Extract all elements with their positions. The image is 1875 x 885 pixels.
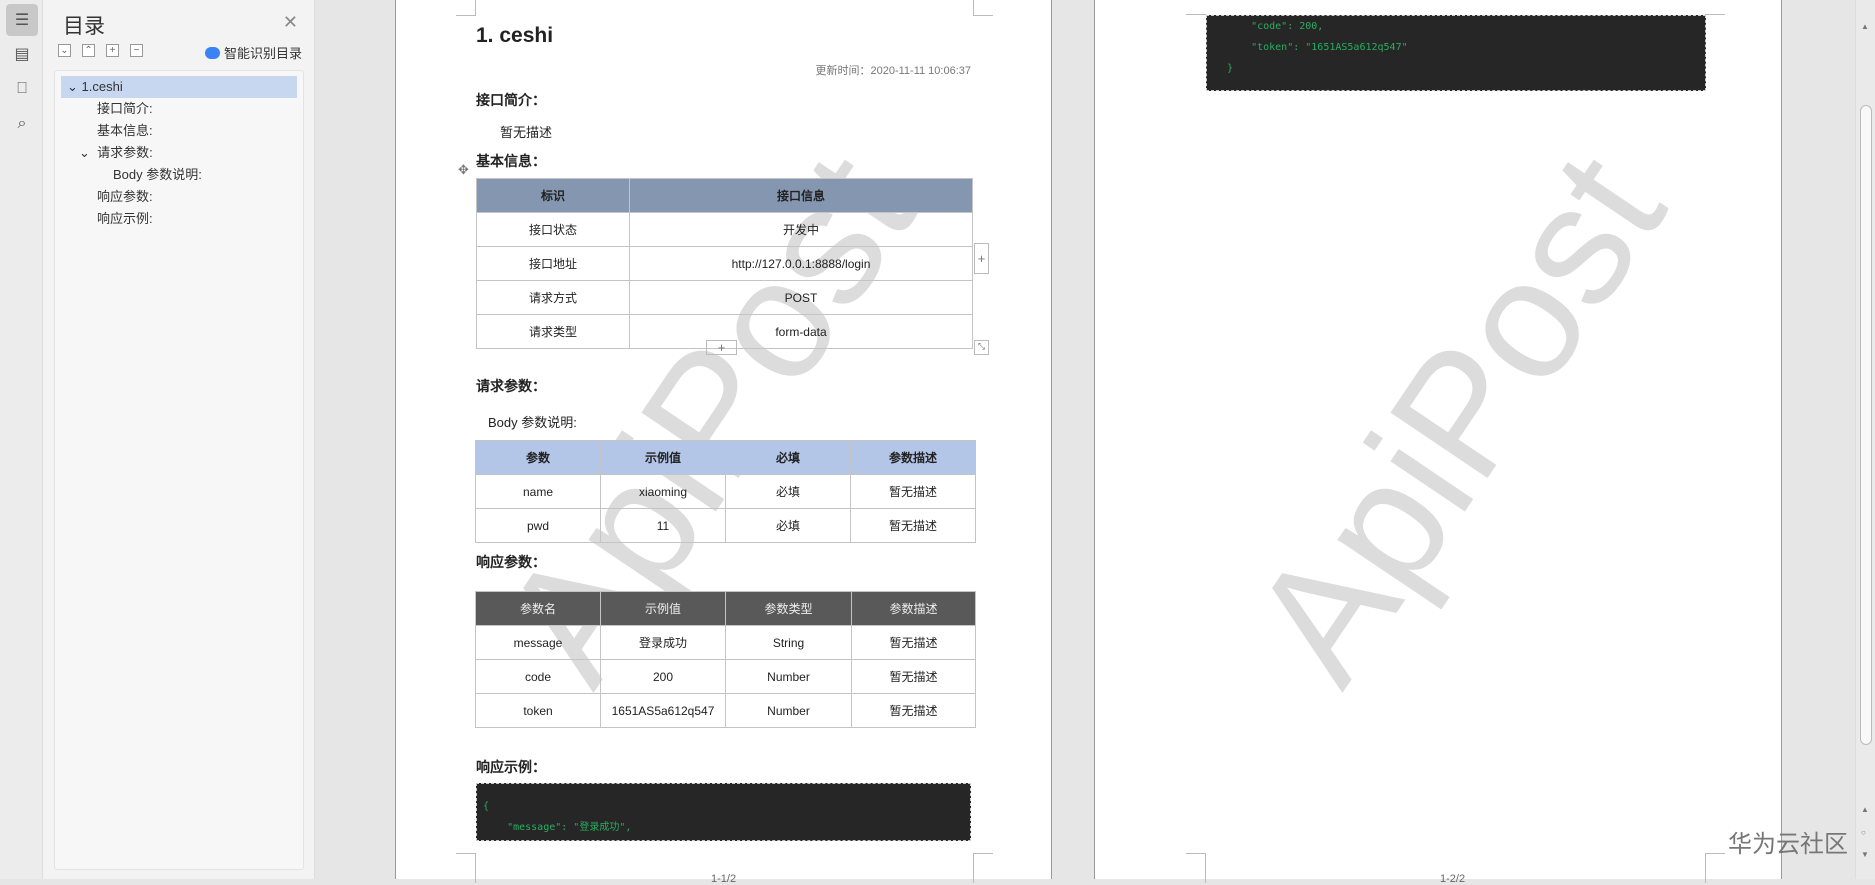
select-browse-icon[interactable]: ○ [1861, 828, 1866, 837]
table-row: code 200 Number 暂无描述 [475, 659, 976, 694]
page-title: 1. ceshi [476, 24, 554, 47]
table-header: 参数名 [475, 591, 601, 626]
table-header: 示例值 [600, 591, 726, 626]
table-row: pwd 11 必填 暂无描述 [475, 508, 976, 543]
code-block: "code": 200, "token": "1651AS5a612q547"} [1206, 15, 1706, 91]
toc-item[interactable]: 响应示例: [97, 211, 153, 226]
table-header: 示例值 [600, 440, 726, 475]
toc-panel: 目录 ✕ ⌄ ⌃ + − 智能识别目录 ⌄ 1.ceshi 接口简介: 基本信息… [43, 0, 315, 879]
table-header: 参数描述 [851, 591, 976, 626]
intro-text: 暂无描述 [500, 125, 553, 140]
table-header: 接口信息 [629, 178, 973, 213]
add-row-button[interactable]: + [706, 340, 737, 355]
table-row: 请求方式 POST [476, 280, 973, 315]
move-handle-icon[interactable]: ✥ [458, 162, 469, 177]
table-header: 参数描述 [850, 440, 976, 475]
update-time: 更新时间：2020-11-11 10:06:37 [815, 65, 971, 77]
smart-toc-label: 智能识别目录 [223, 46, 302, 61]
smart-icon [204, 46, 220, 59]
table-header: 参数 [475, 440, 601, 475]
bookmark-icon[interactable]: ⎕ [17, 80, 27, 97]
scrollbar-thumb[interactable] [1860, 105, 1872, 745]
watermark: ApiPost [1215, 122, 1701, 714]
search-icon[interactable]: ⌕ [17, 115, 27, 132]
next-page-icon[interactable]: ▼ [1861, 850, 1869, 859]
resize-icon[interactable]: ⤡ [974, 340, 989, 355]
toc-icon[interactable]: ☰ [6, 4, 38, 36]
document-page-1: ApiPost 1. ceshi 更新时间：2020-11-11 10:06:3… [395, 0, 1052, 885]
table-row: name xiaoming 必填 暂无描述 [475, 474, 976, 509]
table-row: message 登录成功 String 暂无描述 [475, 625, 976, 660]
toc-tree: ⌄ 1.ceshi 接口简介: 基本信息: ⌄ 请求参数: Body 参数说明:… [54, 70, 304, 870]
page-number: 1-1/2 [711, 873, 737, 885]
document-list-icon[interactable]: ▤ [14, 46, 30, 63]
document-page-2: ApiPost "code": 200, "token": "1651AS5a6… [1094, 0, 1782, 885]
table-header: 参数类型 [725, 591, 852, 626]
body-label: Body 参数说明: [488, 415, 577, 430]
vertical-scrollbar[interactable]: ▲ ▲ ○ ▼ [1855, 0, 1875, 879]
section-heading: 响应参数： [476, 554, 546, 570]
collapse-icon[interactable]: ⌃ [82, 44, 95, 57]
toc-item[interactable]: 响应参数: [97, 189, 153, 204]
prev-page-icon[interactable]: ▲ [1861, 805, 1869, 814]
scroll-up-icon[interactable]: ▲ [1861, 22, 1869, 31]
page-number: 1-2/2 [1440, 873, 1466, 885]
plus-icon[interactable]: + [106, 44, 119, 57]
table-row: 请求类型 form-data [476, 314, 973, 349]
toc-item[interactable]: 基本信息: [97, 123, 153, 138]
basic-info-table: 标识 接口信息 接口状态 开发中 接口地址 http://127.0.0.1:8888… [476, 178, 973, 349]
response-params-table: 参数名 示例值 参数类型 参数描述 message 登录成功 String 暂无描述 cod… [475, 591, 976, 728]
smart-toc-button[interactable]: 智能识别目录 [204, 43, 302, 62]
section-heading: 基本信息： [476, 153, 546, 169]
code-block: { "message": "登录成功", [476, 783, 971, 841]
table-row: token 1651AS5a612q547 Number 暂无描述 [475, 693, 976, 728]
body-params-table: 参数 示例值 必填 参数描述 name xiaoming 必填 暂无描述 pwd 11 必填 暂无… [475, 440, 976, 543]
section-heading: 接口简介： [476, 92, 546, 108]
minus-icon[interactable]: − [130, 44, 143, 57]
expand-icon[interactable]: ⌄ [58, 44, 71, 57]
toc-item[interactable]: Body 参数说明: [113, 167, 202, 182]
toc-title: 目录 [63, 15, 105, 38]
toc-item[interactable]: ⌄ 请求参数: [79, 145, 153, 160]
close-icon[interactable]: ✕ [282, 12, 298, 32]
add-column-button[interactable]: + [974, 243, 989, 274]
table-row: 接口地址 http://127.0.0.1:8888/login [476, 246, 973, 281]
sidebar-strip: ☰ ▤ ⎕ ⌕ [0, 0, 43, 879]
brand-watermark: 华为云社区 [1728, 831, 1848, 858]
toc-item[interactable]: ⌄ 1.ceshi [61, 76, 297, 98]
section-heading: 响应示例： [476, 759, 546, 775]
toc-item[interactable]: 接口简介: [97, 101, 153, 116]
table-header: 必填 [725, 440, 851, 475]
table-row: 接口状态 开发中 [476, 212, 973, 247]
table-header: 标识 [476, 178, 630, 213]
section-heading: 请求参数： [476, 378, 546, 394]
